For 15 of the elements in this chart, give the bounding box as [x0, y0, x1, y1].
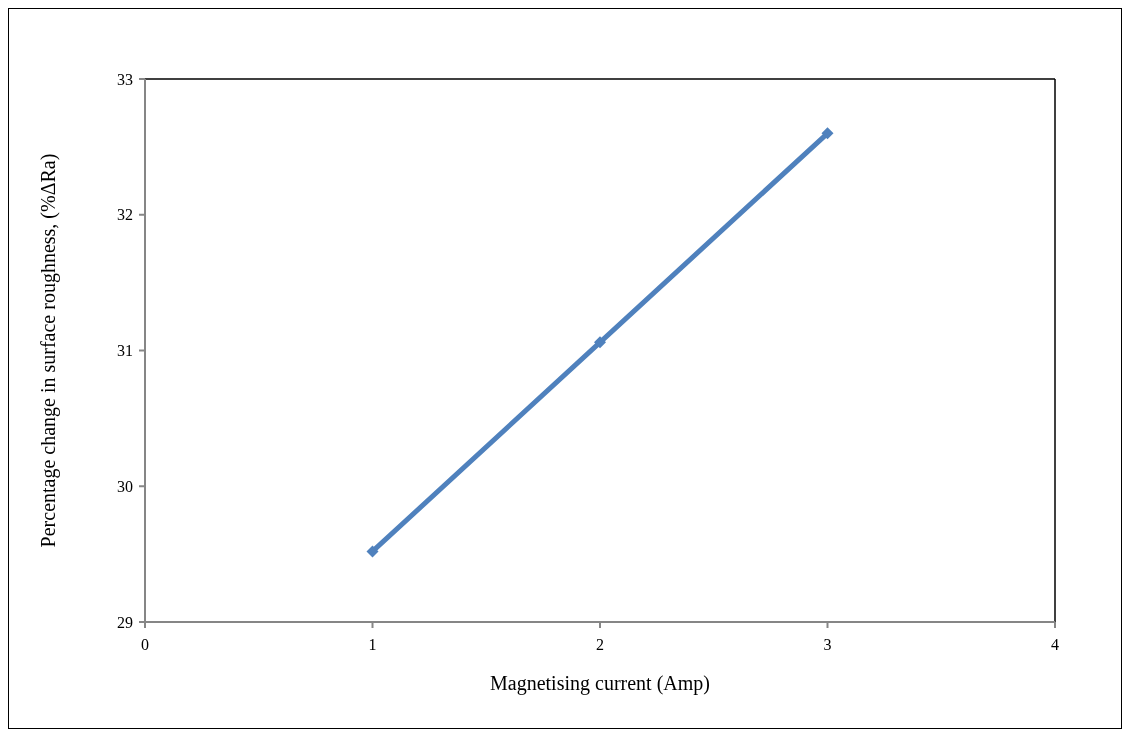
y-tick-label: 30 [117, 477, 133, 495]
x-tick-label: 0 [141, 636, 149, 653]
x-tick-label: 4 [1051, 636, 1059, 653]
x-tick-label: 2 [596, 636, 604, 653]
x-tick-label: 3 [823, 636, 832, 653]
y-tick-label: 29 [117, 613, 133, 631]
y-tick-label: 32 [117, 206, 133, 224]
y-tick-label: 33 [117, 70, 133, 88]
x-tick-label: 1 [368, 636, 377, 653]
point [594, 336, 606, 349]
x-axis-title: Magnetising current (Amp) [490, 672, 710, 695]
y-tick-label: 31 [117, 342, 133, 360]
y-axis-title: Percentage change in surface roughness, (%ΔRa) [37, 153, 60, 548]
point [366, 545, 379, 558]
point [821, 127, 834, 140]
